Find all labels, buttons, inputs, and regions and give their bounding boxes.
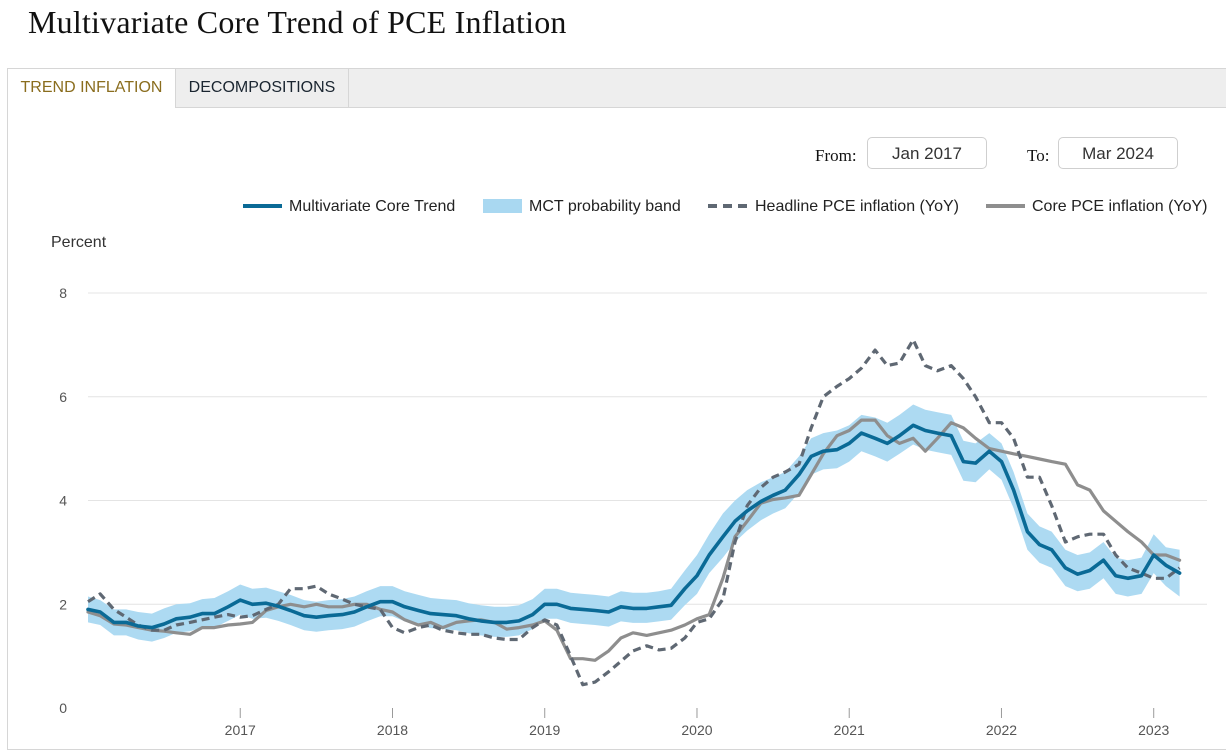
y-axis-label: Percent <box>51 234 107 251</box>
legend-label-band[interactable]: MCT probability band <box>529 198 681 215</box>
y-tick-label-4: 4 <box>59 493 67 509</box>
x-tick-label-2018: 2018 <box>377 722 408 738</box>
y-tick-label-0: 0 <box>59 700 67 716</box>
y-tick-label-6: 6 <box>59 389 67 405</box>
x-tick-label-2020: 2020 <box>681 722 712 738</box>
to-date-input[interactable]: Mar 2024 <box>1058 137 1178 169</box>
x-tick-label-2019: 2019 <box>529 722 560 738</box>
tab-trend-inflation[interactable]: TREND INFLATION <box>8 69 176 108</box>
chart-panel: TREND INFLATION DECOMPOSITIONS <box>7 68 1226 750</box>
headline-pce-line <box>87 338 1181 687</box>
core-pce-line <box>86 418 1182 662</box>
mct-probability-band <box>88 404 1180 642</box>
plot-area <box>86 338 1182 687</box>
y-tick-label-2: 2 <box>59 596 67 612</box>
to-label: To: <box>1027 146 1050 165</box>
legend-label-mct[interactable]: Multivariate Core Trend <box>289 198 455 215</box>
legend-label-headline[interactable]: Headline PCE inflation (YoY) <box>755 198 959 215</box>
mct-line <box>86 423 1182 630</box>
tab-bar: TREND INFLATION DECOMPOSITIONS <box>8 69 1226 108</box>
from-label: From: <box>815 146 857 165</box>
legend-label-core[interactable]: Core PCE inflation (YoY) <box>1032 198 1208 215</box>
tab-decompositions[interactable]: DECOMPOSITIONS <box>176 69 349 107</box>
y-tick-label-8: 8 <box>59 285 67 301</box>
x-tick-label-2021: 2021 <box>834 722 865 738</box>
legend: Multivariate Core Trend MCT probability … <box>243 198 1208 215</box>
y-ticks: 0 2 4 6 8 <box>59 285 67 716</box>
x-ticks: 2017 2018 2019 2020 2021 2022 2023 <box>225 708 1169 738</box>
x-tick-label-2023: 2023 <box>1138 722 1169 738</box>
from-date-input[interactable]: Jan 2017 <box>867 137 987 169</box>
x-tick-label-2022: 2022 <box>986 722 1017 738</box>
legend-swatch-band <box>483 199 522 213</box>
page-title: Multivariate Core Trend of PCE Inflation <box>28 4 567 40</box>
x-tick-label-2017: 2017 <box>225 722 256 738</box>
